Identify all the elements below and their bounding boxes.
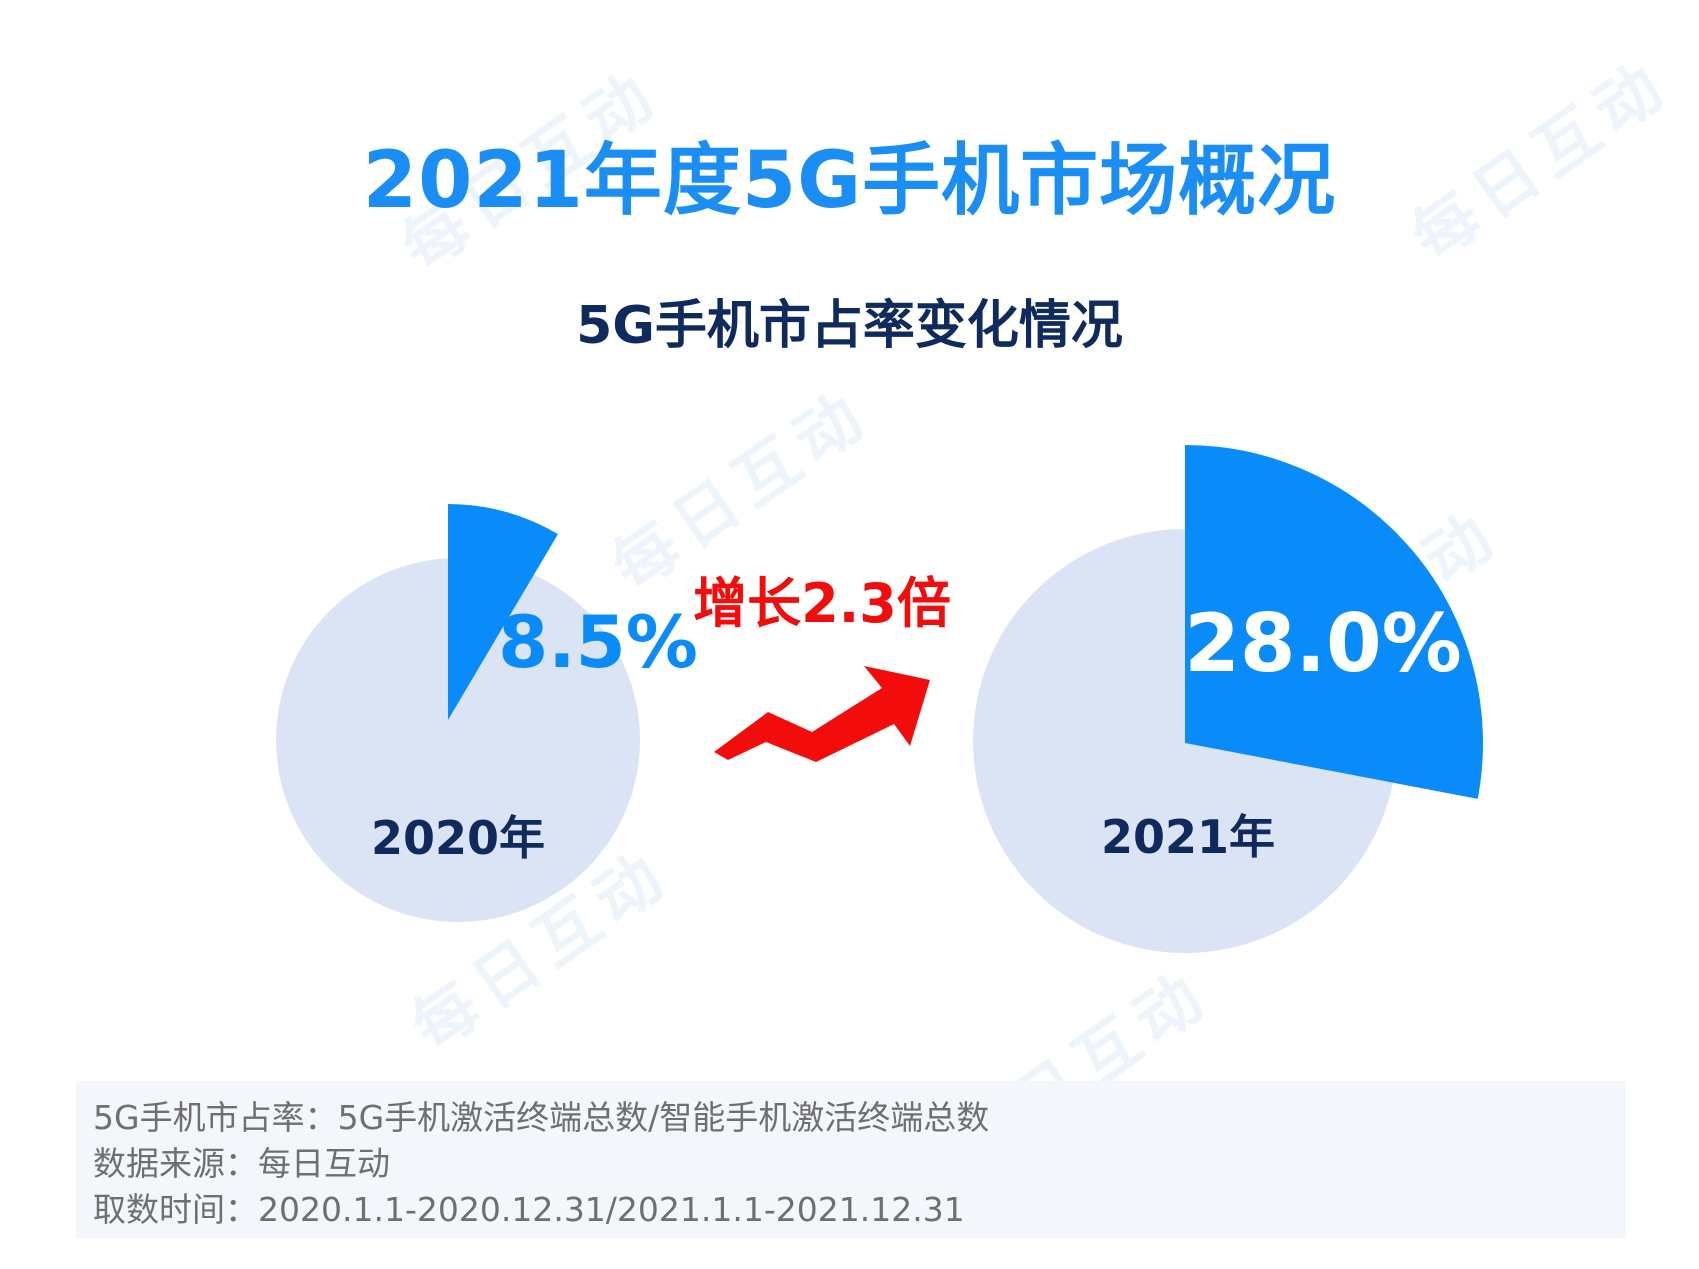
pie-slice-2020 [448, 504, 558, 720]
pie-2020: 8.5% 2020年 [276, 504, 698, 922]
footer-definition: 5G手机市占率：5G手机激活终端总数/智能手机激活终端总数 [93, 1098, 990, 1137]
footer-source: 数据来源：每日互动 [93, 1144, 390, 1183]
growth-indicator: 增长2.3倍 [693, 572, 951, 762]
pie-2021: 28.0% 2021年 [973, 445, 1483, 953]
pie-base-2020 [276, 558, 640, 922]
footer-period: 取数时间：2020.1.1-2020.12.31/2021.1.1-2021.1… [93, 1190, 965, 1229]
chart-subtitle: 5G手机市占率变化情况 [576, 296, 1123, 356]
pie-value-label-2021: 28.0% [1184, 597, 1462, 690]
pie-year-label-2020: 2020年 [371, 811, 545, 865]
growth-label: 增长2.3倍 [693, 572, 951, 635]
page-title: 2021年度5G手机市场概况 [362, 136, 1337, 226]
footer-notes: 5G手机市占率：5G手机激活终端总数/智能手机激活终端总数 数据来源：每日互动 … [76, 1081, 1626, 1238]
pie-year-label-2021: 2021年 [1101, 810, 1275, 864]
growth-arrow-icon [714, 666, 930, 762]
pie-slice-2021 [1185, 445, 1483, 799]
pie-value-label-2020: 8.5% [498, 600, 698, 684]
